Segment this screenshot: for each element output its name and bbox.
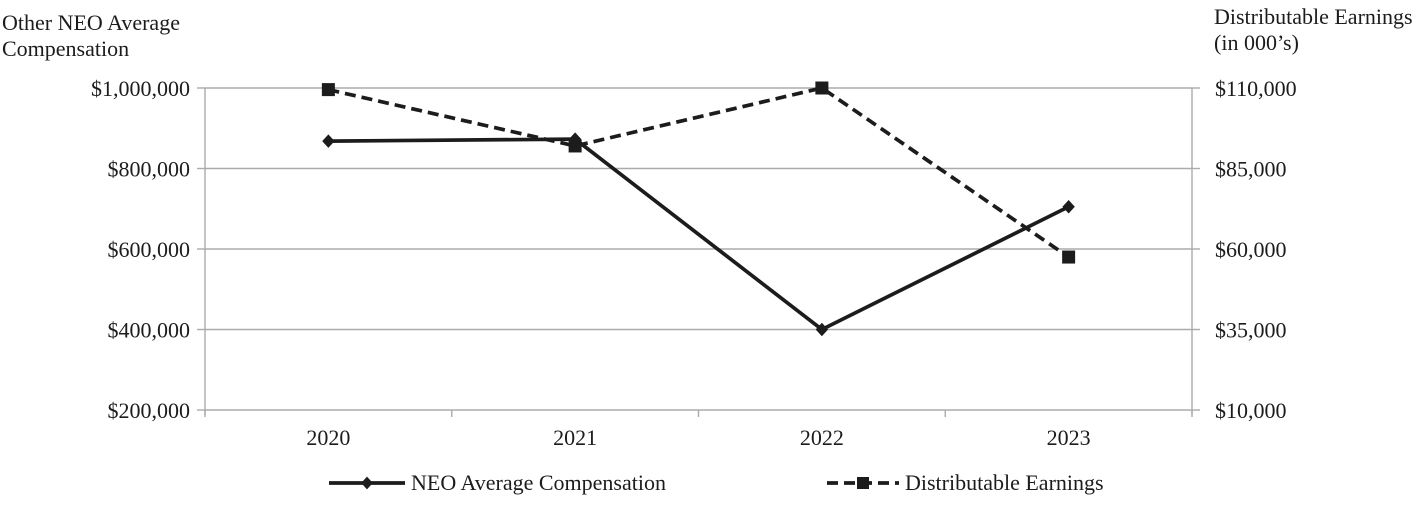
left-axis-tick-label: $800,000 <box>108 157 191 182</box>
x-axis-label: 2022 <box>800 425 844 450</box>
left-axis-tick-label: $200,000 <box>108 398 191 423</box>
legend-dashed-line-square-marker-icon <box>827 477 899 489</box>
x-axis-label: 2021 <box>553 425 597 450</box>
left-axis-tick-label: $600,000 <box>108 237 191 262</box>
legend-item-neo-average-compensation: NEO Average Compensation <box>328 470 666 496</box>
right-axis-tick-label: $35,000 <box>1215 318 1287 343</box>
right-axis-title-line1: Distributable Earnings <box>1214 4 1413 29</box>
data-point-square-marker <box>815 81 829 95</box>
chart-legend: NEO Average Compensation Distributable E… <box>0 470 1426 502</box>
left-axis-title: Other NEO Average Compensation <box>2 10 180 62</box>
left-axis-title-line2: Compensation <box>2 36 130 61</box>
right-axis-title: Distributable Earnings (in 000’s) <box>1214 4 1413 56</box>
right-axis-tick-label: $85,000 <box>1215 157 1287 182</box>
right-axis-tick-label: $110,000 <box>1215 76 1297 101</box>
data-point-diamond-marker <box>322 134 335 148</box>
right-axis-tick-label: $10,000 <box>1215 398 1287 423</box>
x-axis-label: 2020 <box>306 425 350 450</box>
legend-item-distributable-earnings: Distributable Earnings <box>826 470 1104 496</box>
series-line-neo-average-compensation <box>328 137 1070 332</box>
data-point-square-marker <box>1062 250 1076 264</box>
legend-solid-line-diamond-marker-icon <box>329 476 405 490</box>
legend-label-neo-average-compensation: NEO Average Compensation <box>411 470 666 495</box>
x-axis-label: 2023 <box>1047 425 1091 450</box>
left-axis-tick-label: $1,000,000 <box>91 76 190 101</box>
legend-label-distributable-earnings: Distributable Earnings <box>905 470 1104 495</box>
left-axis-tick-label: $400,000 <box>108 318 191 343</box>
right-axis-tick-label: $60,000 <box>1215 237 1287 262</box>
data-point-diamond-marker <box>1062 199 1075 214</box>
series-line-distributable-earnings <box>327 86 1070 259</box>
right-axis-title-line2: (in 000’s) <box>1214 30 1299 55</box>
data-point-square-marker <box>568 139 582 153</box>
data-point-diamond-marker <box>815 322 829 337</box>
data-point-square-marker <box>321 83 335 97</box>
left-axis-title-line1: Other NEO Average <box>2 10 180 35</box>
